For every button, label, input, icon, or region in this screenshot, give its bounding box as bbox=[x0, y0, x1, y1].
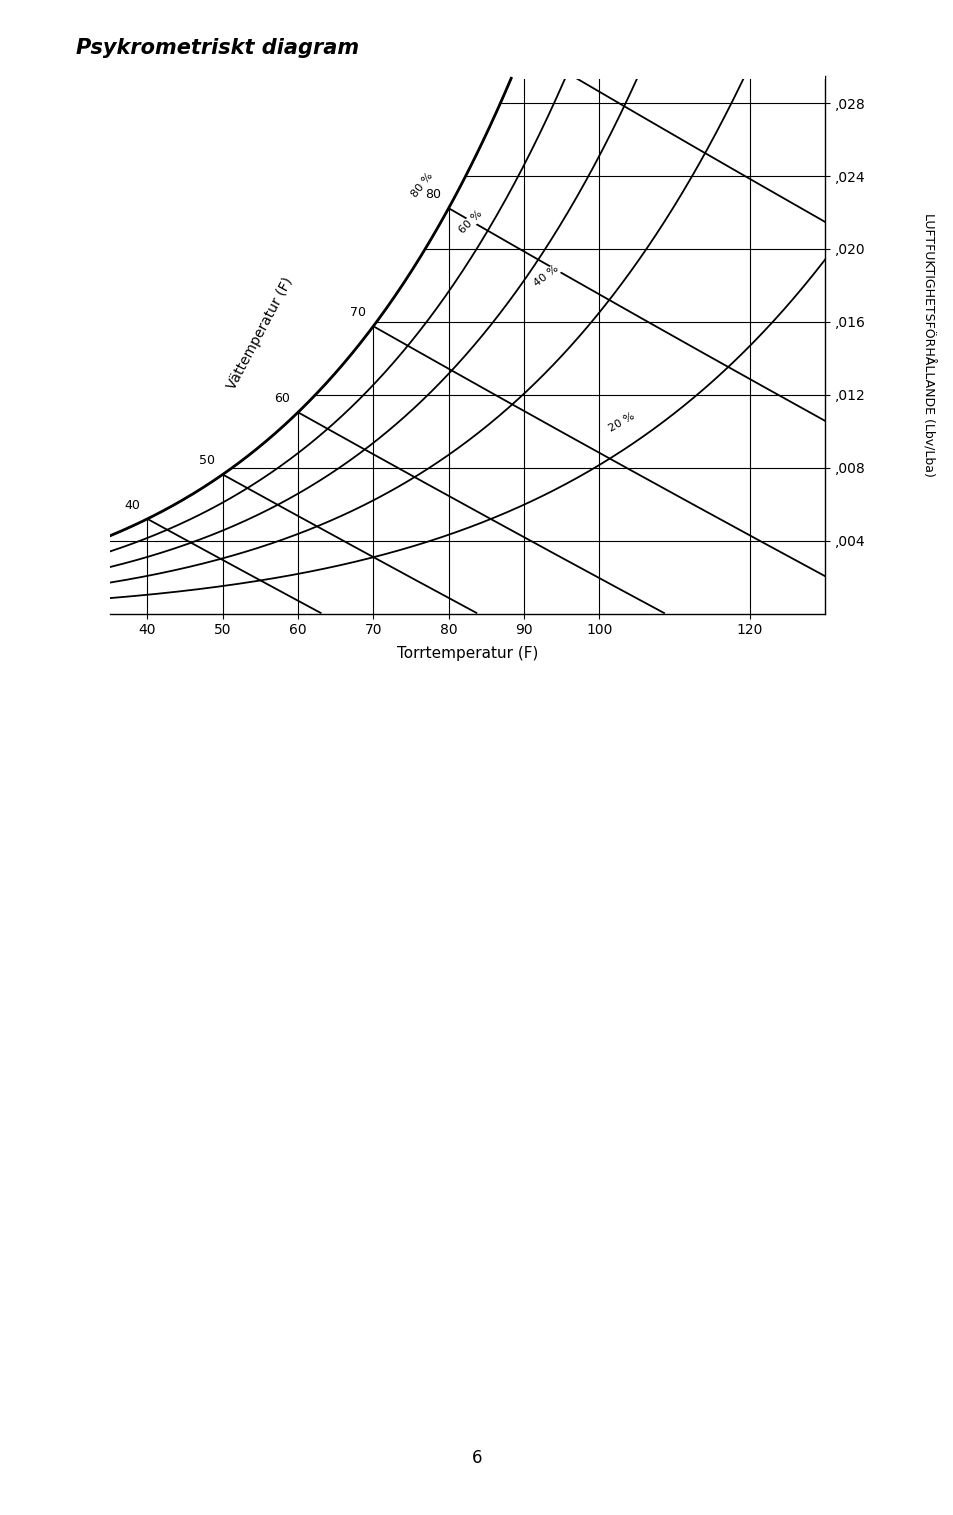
Text: Vättemperatur (F): Vättemperatur (F) bbox=[224, 276, 295, 392]
Text: 80 %: 80 % bbox=[409, 171, 435, 200]
Text: 60 %: 60 % bbox=[457, 208, 484, 235]
Text: 40: 40 bbox=[124, 498, 140, 512]
X-axis label: Torrtemperatur (F): Torrtemperatur (F) bbox=[396, 645, 537, 661]
Text: 40 %: 40 % bbox=[532, 264, 560, 289]
Polygon shape bbox=[110, 76, 824, 536]
Text: 80: 80 bbox=[425, 188, 440, 201]
Text: 6: 6 bbox=[471, 1448, 482, 1467]
Y-axis label: LUFTFUKTIGHETSFÖRHÅLLANDE (Lbv/Lba): LUFTFUKTIGHETSFÖRHÅLLANDE (Lbv/Lba) bbox=[921, 212, 934, 477]
Text: 70: 70 bbox=[350, 306, 365, 320]
Text: 50: 50 bbox=[199, 454, 215, 467]
Text: 20 %: 20 % bbox=[606, 411, 636, 433]
Text: 60: 60 bbox=[274, 392, 290, 405]
Text: Psykrometriskt diagram: Psykrometriskt diagram bbox=[76, 38, 359, 58]
